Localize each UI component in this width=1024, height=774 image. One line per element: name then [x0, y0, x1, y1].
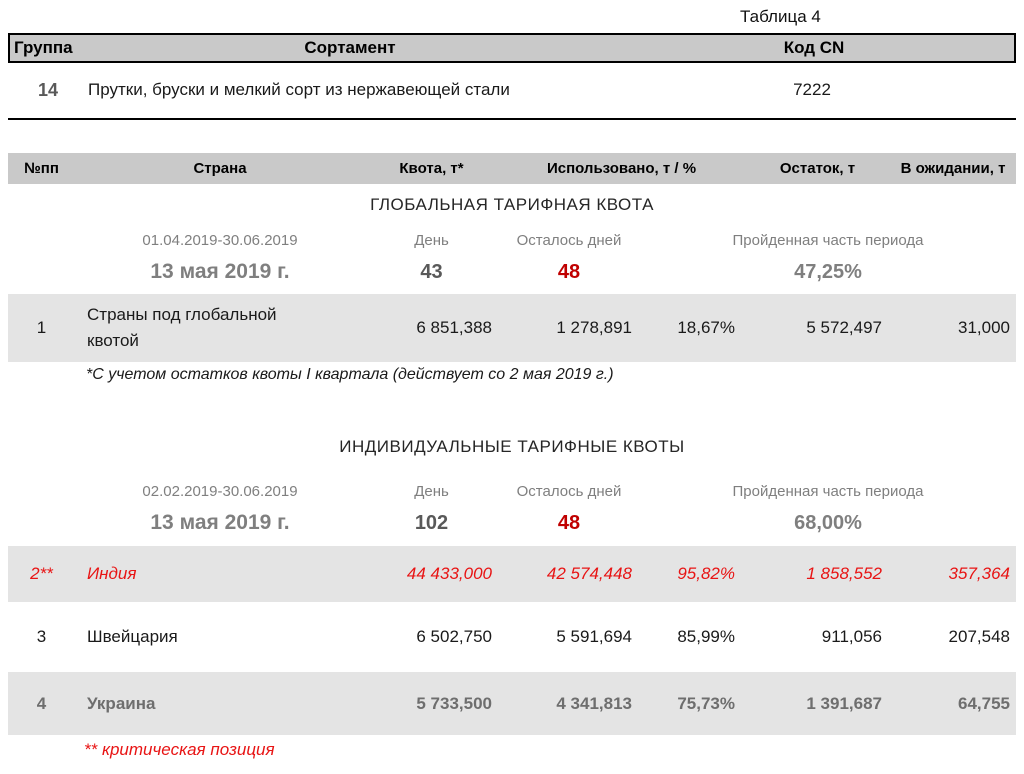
row-number: 1	[36, 318, 47, 337]
table-row-global-quota: 1 Страны под глобальной квотой 6 851,388…	[8, 294, 1016, 362]
row-quota: 6 502,750	[416, 627, 492, 646]
global-day-value: 43	[420, 260, 443, 283]
global-period-labels: 01.04.2019-30.06.2019 День Осталось дней…	[8, 230, 1016, 250]
header-used: Использовано, т / %	[546, 160, 697, 177]
individual-period-values: 13 мая 2019 г. 102 48 68,00%	[8, 505, 1016, 541]
header-cn-code: Код CN	[783, 38, 845, 57]
row-country: Швейцария	[87, 627, 178, 646]
individual-day-value: 102	[414, 511, 449, 534]
row-rest: 911,056	[821, 627, 882, 646]
individual-period-labels: 02.02.2019-30.06.2019 День Осталось дней…	[8, 481, 1016, 501]
row-quota: 5 733,500	[416, 693, 492, 713]
row-used-pct: 95,82%	[677, 564, 735, 583]
global-progress-label: Пройденная часть периода	[732, 231, 924, 249]
individual-progress-label: Пройденная часть периода	[732, 482, 924, 500]
product-table-header: Группа Сортамент Код CN	[8, 33, 1016, 63]
individual-period-range: 02.02.2019-30.06.2019	[142, 482, 298, 500]
divider-line	[8, 118, 1016, 120]
header-quota: Квота, т*	[399, 160, 464, 177]
table-row-ukraine: 4 Украина 5 733,500 4 341,813 75,73% 1 3…	[8, 672, 1016, 735]
row-used-pct: 75,73%	[677, 693, 735, 713]
row-country: Украина	[87, 693, 156, 713]
product-row: 14 Прутки, бруски и мелкий сорт из нержа…	[8, 64, 1016, 116]
header-group: Группа	[14, 38, 73, 57]
row-number: 3	[36, 627, 47, 646]
individual-days-left-value: 48	[557, 511, 581, 534]
header-rest: Остаток, т	[779, 160, 856, 177]
row-quota: 6 851,388	[416, 318, 492, 337]
table-row-switzerland: 3 Швейцария 6 502,750 5 591,694 85,99% 9…	[8, 602, 1016, 672]
row-pending: 207,548	[948, 627, 1010, 646]
critical-position-footnote: ** критическая позиция	[84, 740, 275, 759]
row-number: 4	[36, 693, 47, 713]
header-assortment: Сортамент	[304, 38, 396, 57]
global-days-left-value: 48	[557, 260, 581, 283]
row-quota: 44 433,000	[406, 564, 492, 583]
product-group-number: 14	[37, 79, 59, 100]
individual-days-left-label: Осталось дней	[516, 482, 622, 500]
table-row-india: 2** Индия 44 433,000 42 574,448 95,82% 1…	[8, 546, 1016, 602]
quota-table-header: №пп Страна Квота, т* Использовано, т / %…	[8, 153, 1016, 184]
row-country-text: Страны под глобальной квотой	[87, 304, 277, 350]
individual-section-title: ИНДИВИДУАЛЬНЫЕ ТАРИФНЫЕ КВОТЫ	[339, 437, 685, 456]
row-rest: 1 858,552	[806, 564, 882, 583]
global-days-left-label: Осталось дней	[516, 231, 622, 249]
global-footnote: *С учетом остатков квоты I квартала (дей…	[86, 366, 614, 383]
global-progress-value: 47,25%	[794, 260, 862, 283]
row-country: Индия	[87, 564, 137, 583]
row-pending: 31,000	[958, 318, 1010, 337]
row-used-pct: 85,99%	[677, 627, 735, 646]
global-day-label: День	[414, 231, 449, 249]
row-number: 2**	[30, 564, 53, 583]
table-number-label: Таблица 4	[740, 7, 821, 26]
row-used: 5 591,694	[556, 627, 632, 646]
row-used: 1 278,891	[556, 318, 632, 337]
product-cn-code: 7222	[793, 80, 831, 99]
global-section-title: ГЛОБАЛЬНАЯ ТАРИФНАЯ КВОТА	[370, 195, 654, 214]
row-used: 4 341,813	[556, 693, 632, 713]
row-used-pct: 18,67%	[677, 318, 735, 337]
individual-progress-value: 68,00%	[794, 511, 862, 534]
header-pending: В ожидании, т	[900, 160, 1006, 177]
row-pending: 357,364	[948, 564, 1010, 583]
row-rest: 1 391,687	[806, 693, 882, 713]
global-period-values: 13 мая 2019 г. 43 48 47,25%	[8, 254, 1016, 290]
row-pending: 64,755	[958, 693, 1010, 713]
global-period-range: 01.04.2019-30.06.2019	[142, 231, 298, 249]
individual-day-label: День	[414, 482, 449, 500]
row-rest: 5 572,497	[806, 318, 882, 337]
row-used: 42 574,448	[546, 564, 632, 583]
product-assortment-name: Прутки, бруски и мелкий сорт из нержавею…	[88, 80, 510, 99]
header-num: №пп	[24, 160, 59, 177]
row-country: Страны под глобальной квотой	[75, 302, 365, 355]
global-current-date: 13 мая 2019 г.	[150, 260, 290, 283]
individual-current-date: 13 мая 2019 г.	[150, 511, 290, 534]
header-country: Страна	[193, 160, 247, 177]
